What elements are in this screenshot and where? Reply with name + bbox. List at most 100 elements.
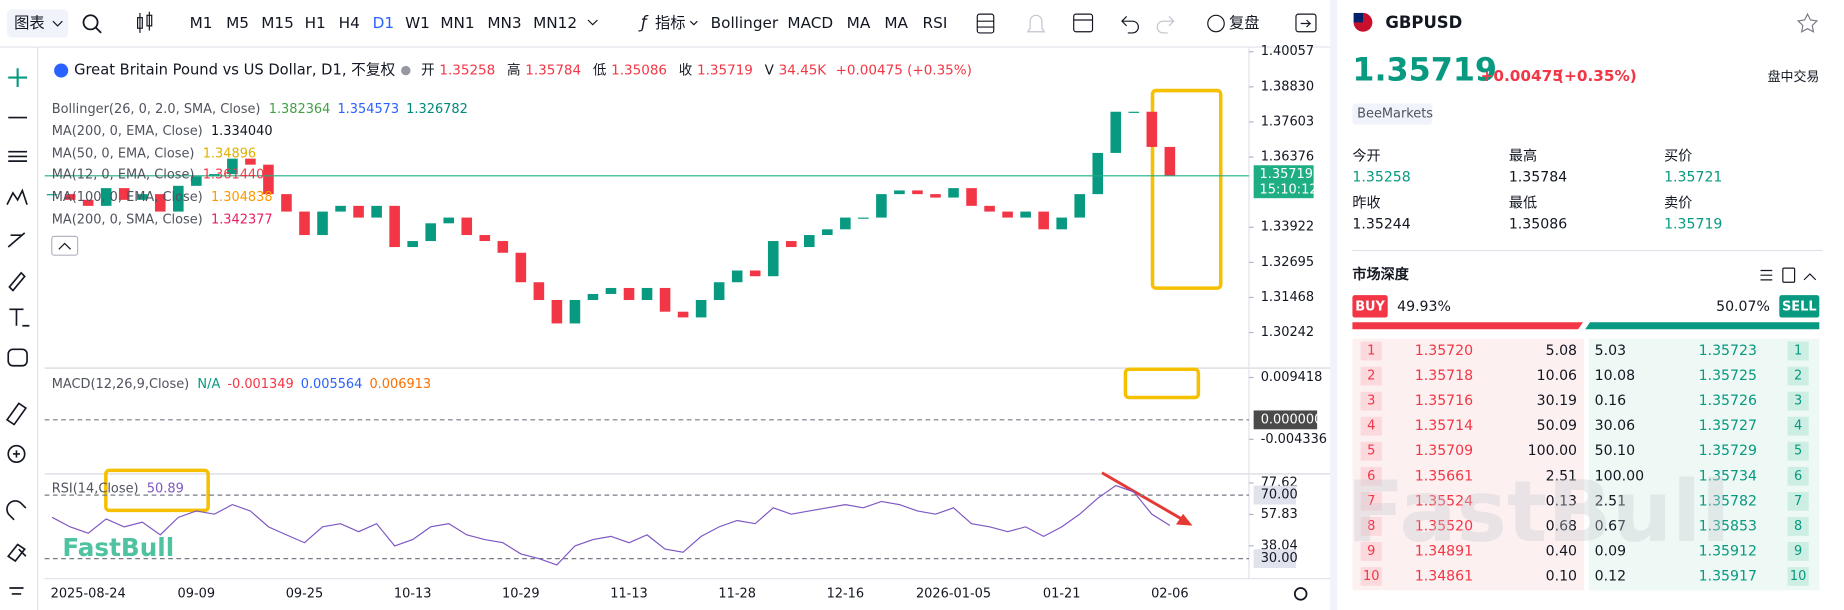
- ask-volume: 30.06: [1595, 418, 1635, 434]
- search-icon[interactable]: [82, 14, 99, 31]
- level-badge: [1787, 341, 1809, 361]
- volume-value: 34.45K: [779, 63, 828, 79]
- stat-label: 最低: [1509, 195, 1537, 211]
- y-tick-label: 70.00: [1261, 488, 1298, 503]
- settings-icon[interactable]: [1293, 587, 1308, 601]
- bid-level: 2: [1367, 369, 1375, 384]
- indicator-button[interactable]: MA: [847, 14, 871, 32]
- level-badge: [1360, 466, 1382, 486]
- timeframe-button[interactable]: H1: [305, 14, 326, 32]
- candle: [299, 211, 310, 236]
- price-change: +0.00475: [1481, 67, 1563, 85]
- favorite-icon[interactable]: [1796, 12, 1819, 33]
- buy-badge: [1352, 295, 1388, 318]
- bid-level: 4: [1367, 419, 1375, 434]
- candle: [154, 194, 166, 212]
- timeframe-button[interactable]: MN3: [487, 14, 521, 32]
- level-badge: [1787, 491, 1809, 511]
- bid-level: 10: [1363, 569, 1379, 584]
- candle: [371, 205, 382, 218]
- chart-menu[interactable]: 图表: [14, 14, 45, 32]
- candle: [623, 287, 635, 300]
- candle: [1128, 111, 1140, 113]
- candle: [822, 229, 833, 236]
- x-tick-label: 11-28: [718, 586, 756, 601]
- stat-value: 1.35719: [1664, 217, 1722, 233]
- bid-level: 3: [1367, 394, 1375, 409]
- x-tick-label: 10-29: [502, 586, 540, 601]
- candle-type-icon[interactable]: [137, 11, 153, 33]
- candle: [569, 299, 581, 324]
- study-value: 1.354573: [337, 102, 399, 117]
- study-value: N/A: [197, 377, 220, 392]
- ask-price: 1.35729: [1699, 443, 1757, 459]
- bid-volume: 2.51: [1546, 468, 1577, 484]
- indicator-button[interactable]: MACD: [787, 14, 833, 32]
- highlight-box: [104, 468, 210, 513]
- candle: [533, 282, 545, 300]
- ask-price: 1.35853: [1699, 518, 1757, 534]
- candle: [515, 252, 527, 283]
- change-value: +0.00475 (+0.35%): [836, 63, 972, 79]
- undo-icon[interactable]: [1121, 16, 1139, 34]
- ask-volume: 0.09: [1595, 543, 1626, 559]
- candle: [641, 287, 653, 300]
- bid-price: 1.35661: [1415, 468, 1473, 484]
- bid-level: 6: [1367, 469, 1375, 484]
- redo-icon[interactable]: [1156, 16, 1175, 34]
- ohlc-label: 低: [593, 63, 607, 79]
- candle: [966, 188, 977, 206]
- sell-depth-bar: [1585, 322, 1820, 330]
- timeframe-button[interactable]: M1: [190, 14, 213, 32]
- broker-badge: [1352, 103, 1433, 125]
- fullscreen-icon[interactable]: [1295, 13, 1317, 33]
- alert-icon[interactable]: [1026, 14, 1046, 33]
- timeframe-button[interactable]: W1: [405, 14, 430, 32]
- collapse-button[interactable]: [51, 235, 79, 256]
- timeframe-button[interactable]: MN12: [533, 14, 577, 32]
- timeframe-button[interactable]: H4: [339, 14, 360, 32]
- indicator-button[interactable]: RSI: [923, 14, 948, 32]
- y-tick-label: 0.009418: [1261, 370, 1323, 385]
- buy-percent: 49.93%: [1397, 299, 1451, 315]
- chevron[interactable]: [587, 19, 598, 26]
- collapse-icon: [58, 242, 71, 250]
- y-tick-box: [1253, 549, 1296, 569]
- price-change-pct: (+0.35%): [1557, 67, 1637, 85]
- indicator-button[interactable]: MA: [884, 14, 908, 32]
- indicator-button[interactable]: Bollinger: [711, 14, 779, 32]
- depth-icons[interactable]: [1760, 267, 1817, 283]
- candle: [479, 235, 491, 242]
- timeframe-button[interactable]: M15: [261, 14, 294, 32]
- fx-icon[interactable]: ƒ: [638, 13, 649, 32]
- layout-icon[interactable]: [976, 13, 995, 34]
- level-badge: [1360, 366, 1382, 386]
- candle: [785, 241, 797, 248]
- bid-level: 1: [1367, 344, 1375, 359]
- candle: [461, 217, 473, 236]
- ohlc-value: 1.35258: [439, 63, 495, 79]
- candle: [227, 158, 238, 175]
- highlight-box: [1123, 367, 1201, 400]
- timeframe-button[interactable]: D1: [373, 14, 394, 32]
- drawing-tools[interactable]: [5, 68, 30, 595]
- candle: [659, 287, 671, 312]
- bid-price: 1.35716: [1415, 393, 1473, 409]
- x-tick-label: 12-16: [827, 586, 865, 601]
- ask-price: 1.35726: [1699, 393, 1757, 409]
- stat-label: 卖价: [1664, 195, 1692, 211]
- replay-icon[interactable]: [1207, 14, 1225, 33]
- candle: [767, 241, 779, 277]
- candle: [1056, 217, 1067, 230]
- replay-button[interactable]: 复盘: [1229, 14, 1260, 32]
- timeframe-button[interactable]: MN1: [440, 14, 474, 32]
- chart-menu-button[interactable]: [7, 9, 69, 38]
- indicators-menu[interactable]: 指标: [655, 14, 686, 32]
- candle: [587, 293, 599, 300]
- x-tick-label: 09-25: [286, 586, 324, 601]
- calendar-icon[interactable]: [1073, 13, 1094, 33]
- ohlc-label: 收: [679, 63, 693, 79]
- timeframe-button[interactable]: M5: [226, 14, 249, 32]
- ask-volume: 0.12: [1595, 568, 1626, 584]
- bid-volume: 0.68: [1546, 518, 1577, 534]
